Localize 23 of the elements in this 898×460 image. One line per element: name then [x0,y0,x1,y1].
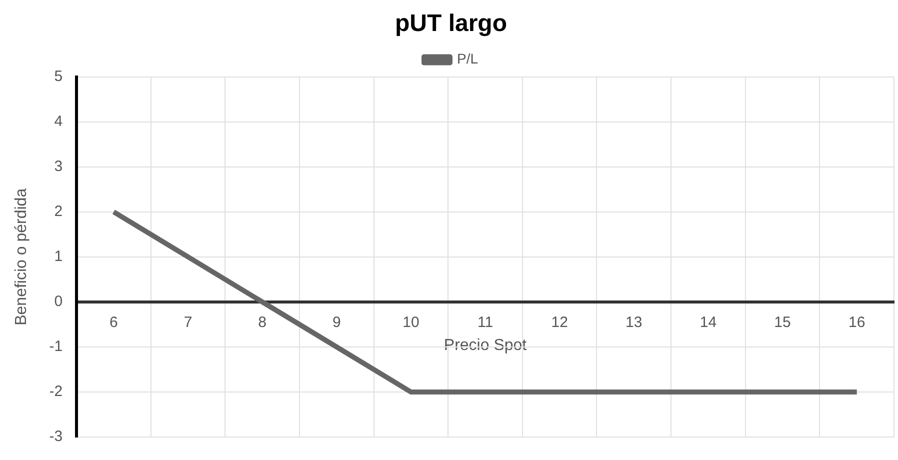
x-tick-label: 14 [700,314,717,332]
y-tick-label: 2 [54,203,63,220]
x-tick-label: 6 [110,314,118,332]
y-tick-label: 0 [54,293,63,310]
y-tick-label: -1 [49,338,63,356]
legend-label: P/L [456,50,478,67]
x-tick-label: 13 [626,314,642,332]
y-tick-label: -3 [49,428,63,446]
y-axis-title: Beneficio o pérdida [13,188,30,326]
x-tick-label: 11 [477,314,494,332]
chart-title: pUT largo [395,10,507,38]
x-tick-label: 9 [332,314,341,332]
y-tick-label: -2 [49,383,63,400]
y-tick-label: 3 [54,158,63,175]
x-tick-label: 7 [184,314,192,332]
x-tick-label: 15 [774,314,791,332]
y-tick-label: 5 [54,68,63,85]
y-tick-label: 1 [54,248,63,266]
x-tick-label: 16 [848,314,866,332]
x-tick-label: 8 [258,314,266,332]
y-tick-label: 4 [54,112,63,130]
x-tick-label: 10 [402,314,420,332]
x-tick-label: 12 [551,314,568,332]
